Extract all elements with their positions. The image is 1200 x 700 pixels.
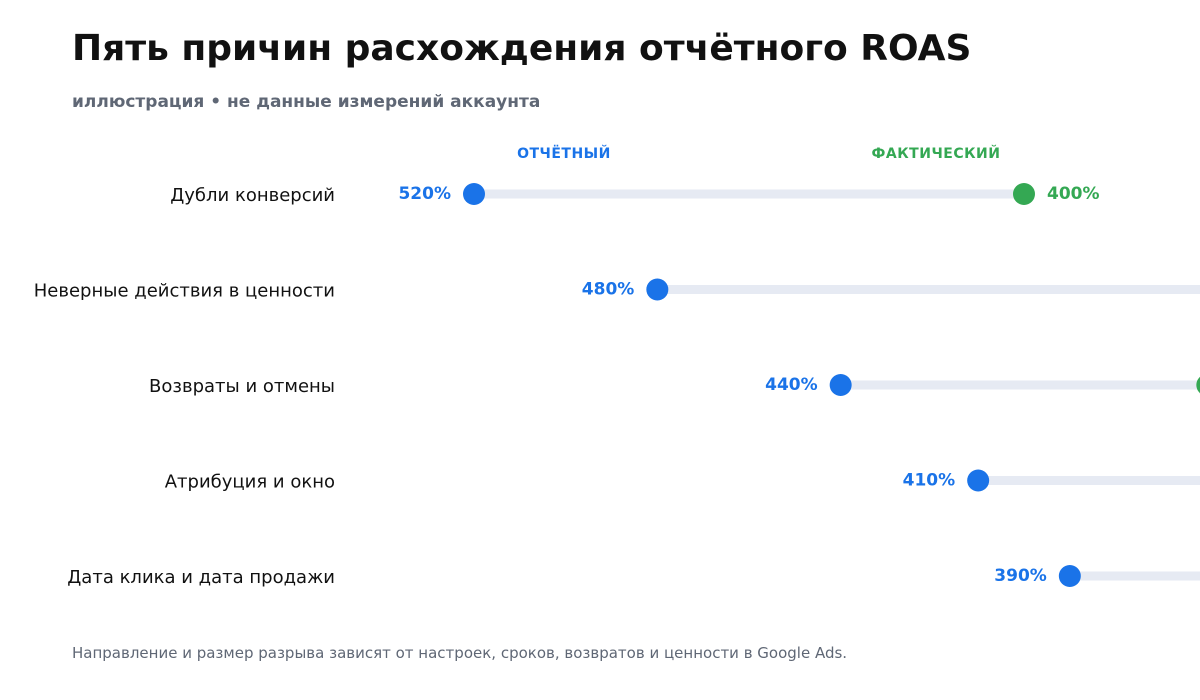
reported-value-label: 480% [582, 280, 635, 300]
reported-point [829, 374, 852, 396]
reported-point [463, 183, 485, 205]
chart-subtitle: иллюстрация • не данные измерений аккаун… [72, 92, 541, 112]
footnote: Направление и размер разрыва зависят от … [72, 644, 848, 662]
chart-row: Дубли конверсий 520% 400% [170, 183, 1100, 206]
actual-point [1196, 376, 1200, 394]
category-label: Неверные действия в ценности [34, 281, 335, 302]
reported-value-label: 390% [994, 566, 1047, 586]
reported-point [967, 469, 990, 492]
chart-title: Пять причин расхождения отчётного ROAS [72, 28, 972, 69]
category-label: Возвраты и отмены [149, 376, 335, 397]
category-label: Дубли конверсий [170, 185, 335, 206]
column-headers: ОТЧЁТНЫЙ ФАКТИЧЕСКИЙ [517, 145, 1000, 162]
actual-point [1012, 183, 1035, 205]
reported-value-label: 440% [765, 375, 818, 395]
reported-value-label: 410% [903, 471, 956, 491]
header-actual: ФАКТИЧЕСКИЙ [872, 145, 1001, 162]
actual-value-label: 400% [1047, 184, 1100, 204]
chart-rows: Дубли конверсий 520% 400% Неверные действия… [34, 183, 1200, 588]
reported-point [1058, 565, 1081, 587]
category-label: Дата клика и дата продажи [67, 567, 335, 588]
reported-value-label: 520% [398, 184, 451, 204]
reported-point [646, 278, 669, 301]
header-reported: ОТЧЁТНЫЙ [517, 145, 611, 162]
category-label: Атрибуция и окно [165, 472, 335, 493]
